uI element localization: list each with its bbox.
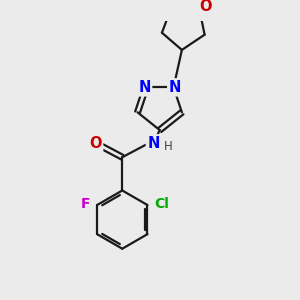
Text: O: O: [199, 0, 211, 14]
Text: O: O: [89, 136, 102, 151]
Text: N: N: [147, 136, 160, 151]
Text: H: H: [164, 140, 173, 153]
Text: Cl: Cl: [154, 197, 169, 211]
Text: N: N: [169, 80, 181, 95]
Text: F: F: [81, 197, 91, 211]
Text: N: N: [138, 80, 151, 95]
